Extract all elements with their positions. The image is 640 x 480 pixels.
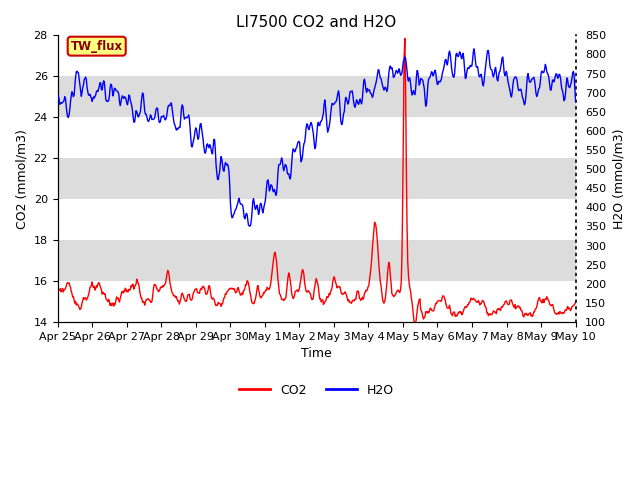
Y-axis label: CO2 (mmol/m3): CO2 (mmol/m3) xyxy=(15,129,28,228)
Text: TW_flux: TW_flux xyxy=(70,40,123,53)
Title: LI7500 CO2 and H2O: LI7500 CO2 and H2O xyxy=(236,15,397,30)
Y-axis label: H2O (mmol/m3): H2O (mmol/m3) xyxy=(612,129,625,229)
Legend: CO2, H2O: CO2, H2O xyxy=(234,379,399,402)
Bar xyxy=(58,158,575,199)
Bar xyxy=(58,240,575,281)
Bar xyxy=(58,199,575,240)
X-axis label: Time: Time xyxy=(301,347,332,360)
Bar xyxy=(58,117,575,158)
Bar xyxy=(58,36,575,76)
Bar xyxy=(58,76,575,117)
Bar xyxy=(58,281,575,322)
